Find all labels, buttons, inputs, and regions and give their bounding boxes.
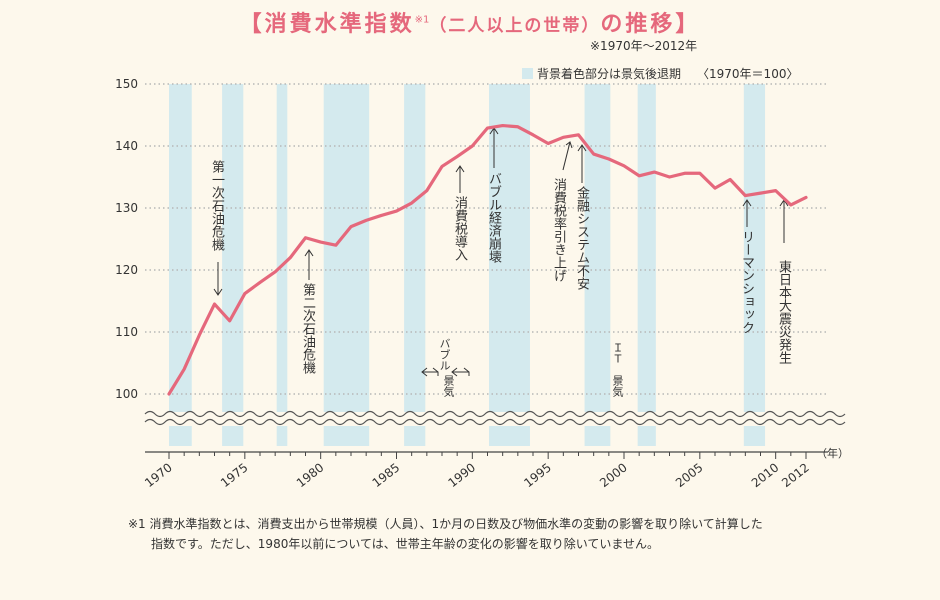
recession-band <box>637 84 656 446</box>
y-tick-label: 130 <box>115 201 138 215</box>
annotation-tax-intro: 消費税導入 <box>452 196 467 261</box>
x-axis-unit: （年） <box>816 446 849 460</box>
bubble-boom-label-top: バブル <box>438 338 451 371</box>
legend: 背景着色部分は景気後退期 〈1970年＝100〉 <box>522 65 798 82</box>
x-tick-label: 2000 <box>597 460 630 490</box>
chart-title: 【消費水準指数※1（二人以上の世帯）の推移】 <box>0 6 940 38</box>
annotation-financial-instability: 金融システム不安 <box>574 186 589 290</box>
series-line <box>167 123 808 396</box>
series-consumption-index <box>167 123 808 396</box>
x-tick-label: 2012 <box>779 460 812 490</box>
arrow-tax-raise <box>562 141 571 171</box>
annotation-tax-raise: 消費税率引き上げ <box>551 178 566 282</box>
y-tick-label: 140 <box>115 139 138 153</box>
arrow-financial-instability-head <box>577 144 587 152</box>
x-tick-label: 1995 <box>521 460 554 490</box>
arrow-bubble-boom-right-head-left <box>451 367 458 377</box>
arrow-tax-intro-head <box>455 165 465 173</box>
legend-swatch <box>522 68 533 79</box>
y-tick-label: 110 <box>115 325 138 339</box>
footnote-line-1: ※1 消費水準指数とは、消費支出から世帯規模（人員）、1か月の日数及び物価水準の… <box>128 517 763 531</box>
arrow-oil-crisis-1-head <box>213 288 223 296</box>
annotation-great-east-japan-earthquake: 東日本大震災発生 <box>776 260 791 364</box>
y-tick-label: 120 <box>115 263 138 277</box>
break-line-upper <box>144 410 846 418</box>
arrow-oil-crisis-2-head <box>304 249 314 257</box>
y-tick-label: 150 <box>115 77 138 91</box>
legend-shading: 背景着色部分は景気後退期 <box>522 65 681 82</box>
arrow-bubble-boom-left-head-left <box>421 367 428 377</box>
recession-band <box>743 84 766 446</box>
recession-band <box>404 84 426 446</box>
footnote-line-2: 指数です。ただし、1980年以前については、世帯主年齢の変化の影響を取り除いてい… <box>151 537 660 551</box>
recession-band <box>169 84 192 446</box>
it-boom-label-bottom: 景気 <box>611 375 624 397</box>
annotation-arrows <box>213 127 789 377</box>
footnote: ※1 消費水準指数とは、消費支出から世帯規模（人員）、1か月の日数及び物価水準の… <box>128 514 828 554</box>
arrow-lehman-head <box>742 199 752 207</box>
annotation-oil-crisis-1: 第一次石油危機 <box>209 160 224 251</box>
title-paren: （二人以上の世帯） <box>429 16 601 36</box>
title-main: 【消費水準指数 <box>239 12 415 37</box>
recession-shading <box>169 84 766 446</box>
x-tick-label: 1975 <box>218 460 251 490</box>
recession-band <box>323 84 370 446</box>
x-tick-label: 1980 <box>294 460 327 490</box>
axis-break <box>144 410 846 426</box>
bubble-boom-label-bottom: 景気 <box>442 375 455 397</box>
x-tick-label: 1970 <box>142 460 175 490</box>
recession-band <box>584 84 611 446</box>
x-tick-label: 1985 <box>370 460 403 490</box>
annotation-oil-crisis-2: 第二次石油危機 <box>300 283 315 374</box>
axes: 1970 1975 1980 1985 1990 1995 2000 2005 20102012… <box>142 446 849 490</box>
break-line-lower <box>144 418 846 426</box>
recession-band <box>222 84 244 446</box>
legend-shading-label: 背景着色部分は景気後退期 <box>537 67 682 81</box>
it-boom-label-top: ＩＴ <box>611 342 624 364</box>
arrow-tax-raise-head <box>565 141 573 149</box>
x-tick-label: 1990 <box>445 460 478 490</box>
grid-lines: 100 110 120 130 140 150 <box>115 77 828 401</box>
annotation-bubble-burst: バブル経済崩壊 <box>486 172 501 263</box>
y-tick-label: 100 <box>115 387 138 401</box>
legend-base: 〈1970年＝100〉 <box>697 67 799 81</box>
x-tick-label: 2010 <box>749 460 782 490</box>
period-note: ※1970年～2012年 <box>590 39 698 53</box>
arrow-bubble-boom-left-head-right <box>432 367 439 376</box>
title-tail: の推移】 <box>600 12 701 37</box>
annotation-lehman-shock: リーマンショック <box>739 230 754 334</box>
title-note-mark: ※1 <box>414 14 430 26</box>
arrow-bubble-boom-right-head-right <box>463 367 470 376</box>
x-tick-label: 2005 <box>673 460 706 490</box>
recession-band <box>489 84 530 446</box>
